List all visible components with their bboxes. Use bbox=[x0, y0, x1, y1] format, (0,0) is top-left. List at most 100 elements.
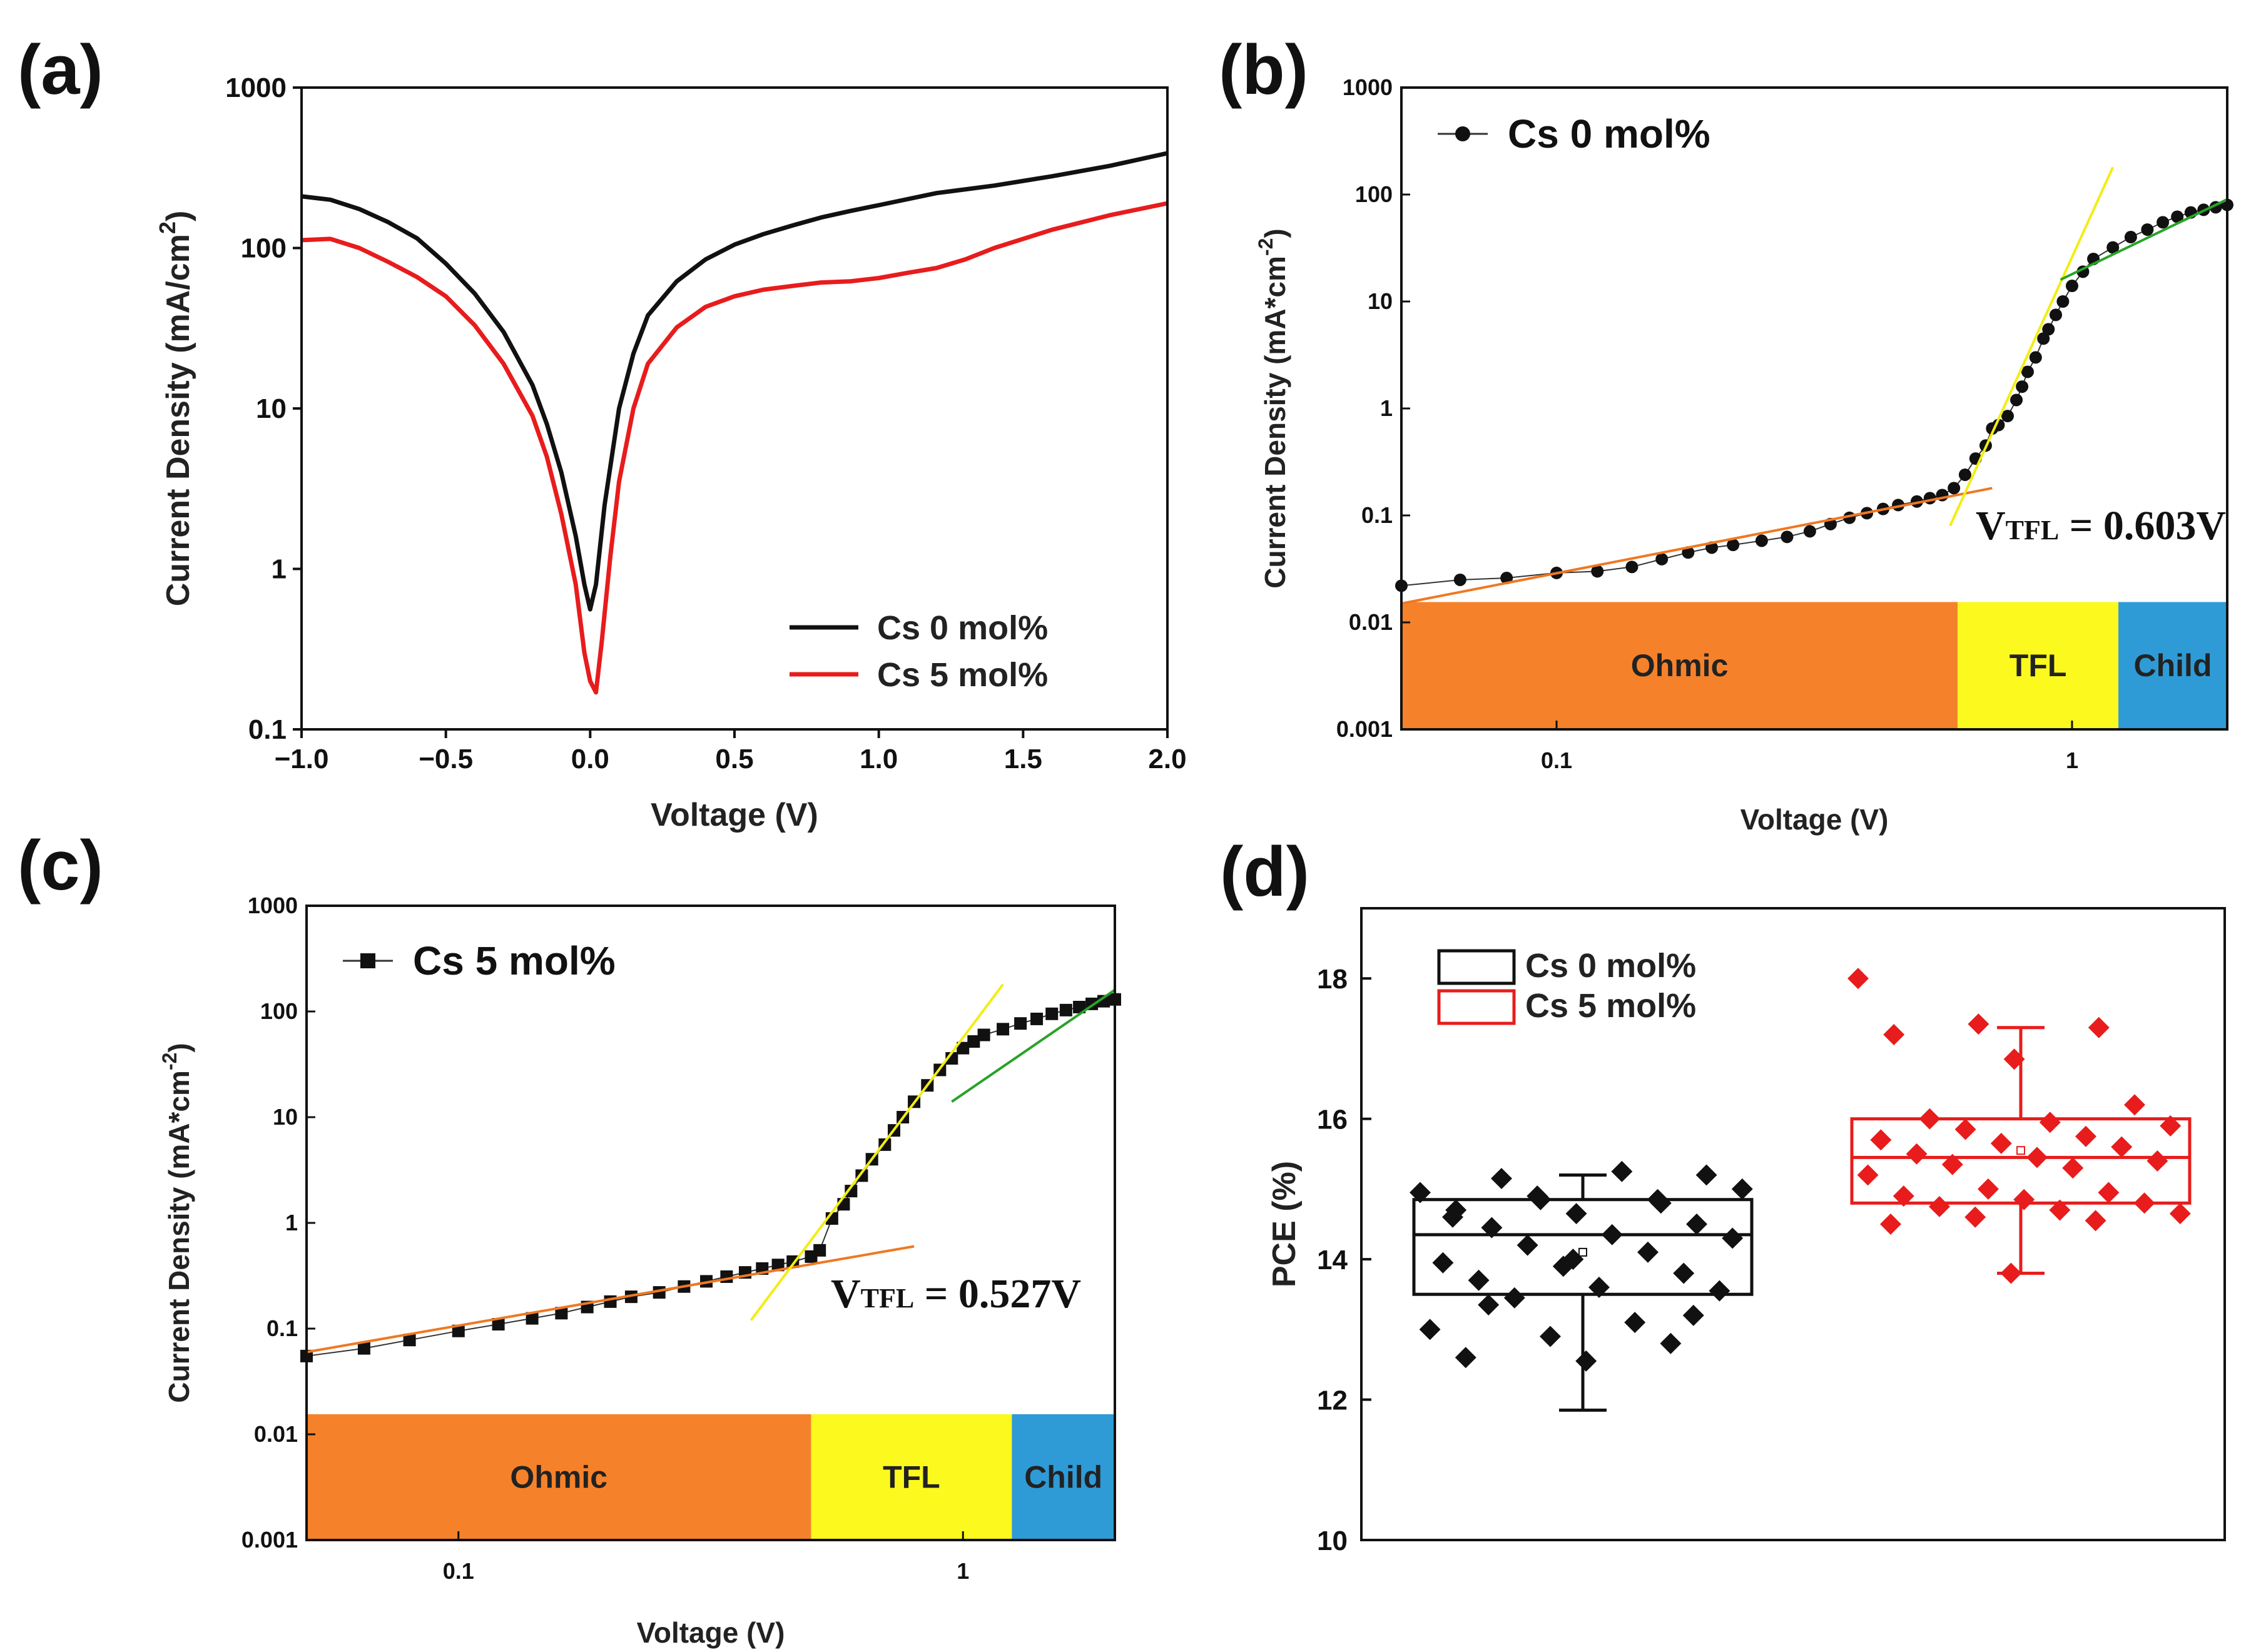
data-point-cs0 bbox=[1410, 1182, 1431, 1204]
x-tick-label: 1.0 bbox=[860, 744, 898, 774]
data-point bbox=[1014, 1017, 1027, 1030]
data-point-cs5 bbox=[2003, 1048, 2025, 1070]
data-point-cs0 bbox=[1419, 1319, 1441, 1340]
data-point-cs0 bbox=[1686, 1214, 1707, 1235]
data-point-cs0 bbox=[1442, 1206, 1463, 1228]
panel-label: (a) bbox=[18, 31, 103, 109]
data-point bbox=[492, 1318, 505, 1331]
y-tick-label: 1000 bbox=[1343, 74, 1393, 100]
vtfl-annotation-main: V bbox=[1976, 503, 2006, 549]
data-point bbox=[452, 1324, 465, 1337]
data-point bbox=[2065, 280, 2078, 293]
legend-label: Cs 5 mol% bbox=[413, 938, 616, 983]
data-point bbox=[2124, 231, 2137, 244]
data-point-cs0 bbox=[1660, 1332, 1682, 1354]
data-point-cs0 bbox=[1695, 1164, 1717, 1186]
data-point-cs5 bbox=[1978, 1178, 1999, 1200]
data-point-cs0 bbox=[1517, 1234, 1538, 1256]
legend-swatch bbox=[1437, 989, 1516, 1025]
y-tick-label: 0.01 bbox=[254, 1421, 298, 1447]
data-point bbox=[771, 1259, 785, 1272]
data-point-cs0 bbox=[1624, 1312, 1646, 1334]
data-point-cs0 bbox=[1481, 1217, 1503, 1239]
data-point-cs5 bbox=[2026, 1147, 2048, 1168]
data-point-cs0 bbox=[1491, 1168, 1512, 1190]
y-axis-title: Current Density (mA/cm2) bbox=[155, 211, 196, 607]
data-point bbox=[2029, 351, 2042, 364]
data-point bbox=[1781, 530, 1794, 544]
y-tick-label: 18 bbox=[1317, 964, 1348, 995]
data-point-cs5 bbox=[1990, 1132, 2012, 1154]
panel-label: (b) bbox=[1219, 31, 1308, 109]
series-line-cs5 bbox=[301, 201, 1168, 695]
data-point bbox=[1453, 573, 1466, 586]
data-point bbox=[2021, 365, 2034, 378]
data-point bbox=[1030, 1012, 1044, 1025]
x-tick-label: 1 bbox=[957, 1558, 969, 1584]
legend-marker bbox=[360, 953, 375, 968]
panel-label: (c) bbox=[18, 826, 103, 905]
region-label: TFL bbox=[2009, 648, 2067, 683]
data-point bbox=[1045, 1007, 1059, 1020]
data-point-cs5 bbox=[1857, 1164, 1879, 1186]
data-point bbox=[967, 1035, 980, 1048]
y-tick-label: 12 bbox=[1317, 1386, 1348, 1416]
data-point-cs5 bbox=[1929, 1195, 1950, 1217]
region-ohmic bbox=[1401, 602, 1958, 729]
vtfl-annotation: VTFL = 0.527V bbox=[831, 1271, 1081, 1317]
fit-line-child bbox=[951, 988, 1116, 1103]
y-axis-title-sup: -2 bbox=[1254, 238, 1277, 256]
fit-line-ohmic bbox=[1401, 487, 1993, 605]
data-point-cs5 bbox=[2124, 1094, 2145, 1116]
x-axis-title: Voltage (V) bbox=[1740, 803, 1889, 836]
region-label: TFL bbox=[883, 1459, 940, 1494]
region-child bbox=[2118, 602, 2227, 729]
data-point bbox=[1059, 1003, 1072, 1016]
data-point bbox=[845, 1185, 858, 1198]
data-point bbox=[2037, 332, 2050, 345]
vtfl-annotation-sub: TFL bbox=[861, 1283, 915, 1314]
data-point-cs5 bbox=[1847, 968, 1869, 990]
vtfl-annotation-main: V bbox=[831, 1271, 861, 1317]
data-point bbox=[2157, 216, 2170, 229]
data-point-cs0 bbox=[1478, 1294, 1500, 1316]
data-point bbox=[1655, 552, 1669, 565]
data-point bbox=[1948, 482, 1961, 495]
x-tick-label: 0.1 bbox=[443, 1558, 474, 1584]
data-point-cs0 bbox=[1647, 1188, 1669, 1210]
data-point bbox=[997, 1023, 1010, 1036]
y-tick-label: 1000 bbox=[225, 73, 287, 103]
vtfl-annotation-sub: TFL bbox=[2006, 515, 2060, 545]
y-axis-title-end: ) bbox=[160, 211, 196, 221]
y-axis-title-sup: -2 bbox=[158, 1053, 181, 1070]
fit-line-tfl bbox=[749, 983, 1004, 1321]
data-point bbox=[403, 1334, 416, 1347]
data-point-cs0 bbox=[1503, 1287, 1525, 1309]
region-label: Child bbox=[1024, 1459, 1102, 1494]
data-point bbox=[2001, 410, 2015, 423]
data-point bbox=[1591, 565, 1604, 578]
data-point-cs5 bbox=[2169, 1203, 2191, 1225]
data-point-cs0 bbox=[1468, 1269, 1490, 1291]
panel-d: (d) 10 12 14 16 18 PCE (%) Cs 0 mol%Cs 5 mol% bbox=[1220, 833, 2226, 1556]
data-point bbox=[2010, 393, 2023, 407]
y-tick-label: 100 bbox=[241, 233, 287, 264]
data-point bbox=[555, 1307, 568, 1320]
y-axis-title-end: ) bbox=[163, 1043, 195, 1052]
y-tick-label: 0.1 bbox=[1361, 502, 1393, 528]
y-tick-label: 1 bbox=[1380, 395, 1393, 421]
data-point-cs0 bbox=[1562, 1249, 1584, 1270]
y-axis-title-main: Current Density (mA*cm bbox=[163, 1070, 195, 1403]
y-axis-title-sup: 2 bbox=[155, 221, 180, 234]
data-point-cs5 bbox=[1968, 1013, 1989, 1035]
y-tick-label: 1000 bbox=[248, 893, 298, 918]
box-cs0 bbox=[1412, 1198, 1754, 1296]
y-tick-label: 0.001 bbox=[241, 1527, 298, 1553]
data-point bbox=[1755, 534, 1768, 547]
data-point-cs0 bbox=[1455, 1347, 1476, 1369]
data-point bbox=[2050, 308, 2063, 322]
data-point bbox=[720, 1270, 733, 1283]
x-tick-label: −1.0 bbox=[275, 744, 329, 774]
y-tick-label: 10 bbox=[256, 393, 287, 424]
y-tick-label: 1 bbox=[272, 554, 287, 585]
